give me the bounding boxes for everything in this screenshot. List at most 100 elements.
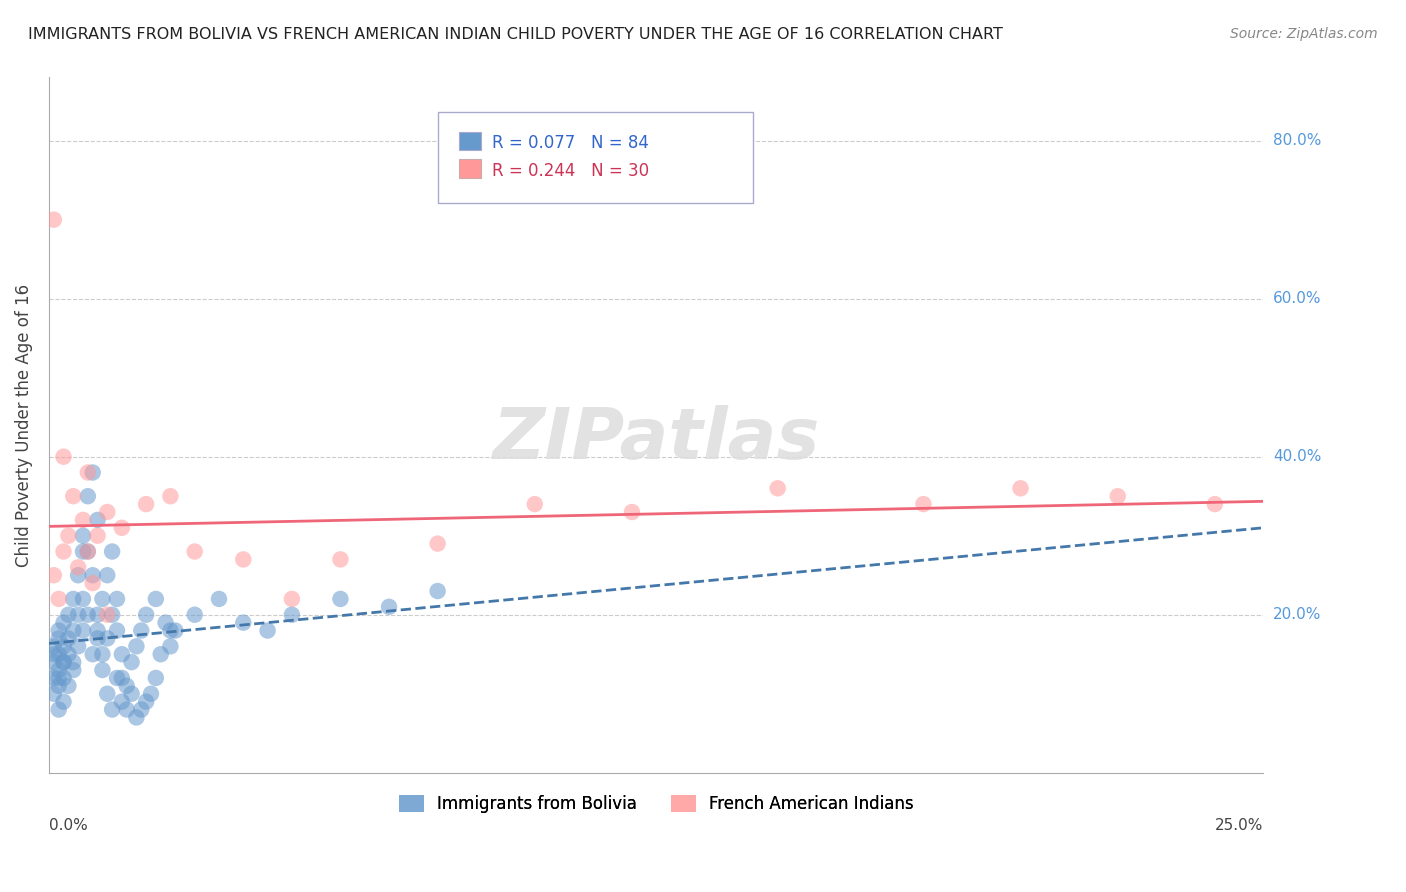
Point: [86, 513, 108, 527]
Text: R = 0.077   N = 84: R = 0.077 N = 84: [492, 135, 650, 153]
Point: [76, 544, 98, 558]
Point: [52, 695, 75, 709]
Point: [86, 529, 108, 543]
Point: [67, 568, 90, 582]
Point: [256, 624, 278, 638]
Point: [378, 599, 401, 614]
Point: [135, 607, 157, 622]
Point: [52, 640, 75, 654]
Point: [912, 497, 935, 511]
Point: [86, 624, 108, 638]
Point: [86, 632, 108, 646]
Point: [52, 655, 75, 669]
Point: [42, 568, 65, 582]
Point: [62, 663, 84, 677]
Point: [42, 640, 65, 654]
Point: [281, 607, 304, 622]
Point: [67, 607, 90, 622]
FancyBboxPatch shape: [437, 112, 754, 202]
Point: [125, 640, 148, 654]
Point: [48, 702, 70, 716]
Point: [121, 687, 143, 701]
FancyBboxPatch shape: [460, 160, 481, 178]
Point: [329, 552, 352, 566]
Text: 80.0%: 80.0%: [1274, 133, 1322, 148]
Point: [67, 640, 90, 654]
Point: [139, 687, 162, 701]
Point: [159, 624, 181, 638]
Point: [82, 568, 104, 582]
Point: [149, 647, 172, 661]
Point: [96, 568, 118, 582]
Point: [76, 466, 98, 480]
Point: [96, 687, 118, 701]
Point: [111, 695, 134, 709]
Point: [155, 615, 177, 630]
Point: [183, 544, 205, 558]
Point: [165, 624, 187, 638]
Point: [96, 607, 118, 622]
Point: [159, 489, 181, 503]
Point: [48, 671, 70, 685]
Point: [42, 212, 65, 227]
Point: [111, 521, 134, 535]
Point: [82, 576, 104, 591]
Text: 60.0%: 60.0%: [1274, 291, 1322, 306]
Point: [82, 466, 104, 480]
Point: [115, 679, 138, 693]
Point: [42, 687, 65, 701]
Point: [766, 481, 789, 495]
Point: [111, 647, 134, 661]
Point: [67, 560, 90, 574]
Point: [72, 591, 94, 606]
Point: [62, 624, 84, 638]
Point: [62, 489, 84, 503]
Point: [58, 529, 80, 543]
Point: [58, 607, 80, 622]
Point: [232, 615, 254, 630]
Point: [62, 591, 84, 606]
Point: [48, 663, 70, 677]
Text: 0.0%: 0.0%: [49, 818, 87, 833]
Point: [48, 591, 70, 606]
Point: [329, 591, 352, 606]
Point: [91, 663, 114, 677]
Point: [125, 710, 148, 724]
Point: [82, 647, 104, 661]
Point: [101, 544, 124, 558]
Point: [129, 702, 152, 716]
Point: [135, 695, 157, 709]
Point: [159, 640, 181, 654]
Point: [135, 497, 157, 511]
Point: [91, 591, 114, 606]
Text: R = 0.244   N = 30: R = 0.244 N = 30: [492, 162, 650, 180]
Text: Source: ZipAtlas.com: Source: ZipAtlas.com: [1230, 27, 1378, 41]
Point: [48, 679, 70, 693]
Text: ZIPatlas: ZIPatlas: [492, 404, 820, 474]
Point: [523, 497, 546, 511]
Point: [96, 632, 118, 646]
Point: [72, 529, 94, 543]
Point: [58, 647, 80, 661]
Point: [208, 591, 231, 606]
Point: [72, 624, 94, 638]
Point: [52, 450, 75, 464]
Point: [96, 505, 118, 519]
Point: [52, 544, 75, 558]
Point: [76, 607, 98, 622]
Point: [232, 552, 254, 566]
Point: [42, 671, 65, 685]
Point: [121, 655, 143, 669]
Point: [620, 505, 643, 519]
Point: [115, 702, 138, 716]
Point: [183, 607, 205, 622]
Text: 40.0%: 40.0%: [1274, 450, 1322, 464]
Point: [76, 489, 98, 503]
Legend: Immigrants from Bolivia, French American Indians: Immigrants from Bolivia, French American…: [392, 789, 920, 820]
Text: IMMIGRANTS FROM BOLIVIA VS FRENCH AMERICAN INDIAN CHILD POVERTY UNDER THE AGE OF: IMMIGRANTS FROM BOLIVIA VS FRENCH AMERIC…: [28, 27, 1002, 42]
Point: [91, 647, 114, 661]
Point: [1107, 489, 1129, 503]
Point: [42, 655, 65, 669]
Point: [42, 647, 65, 661]
Point: [58, 632, 80, 646]
